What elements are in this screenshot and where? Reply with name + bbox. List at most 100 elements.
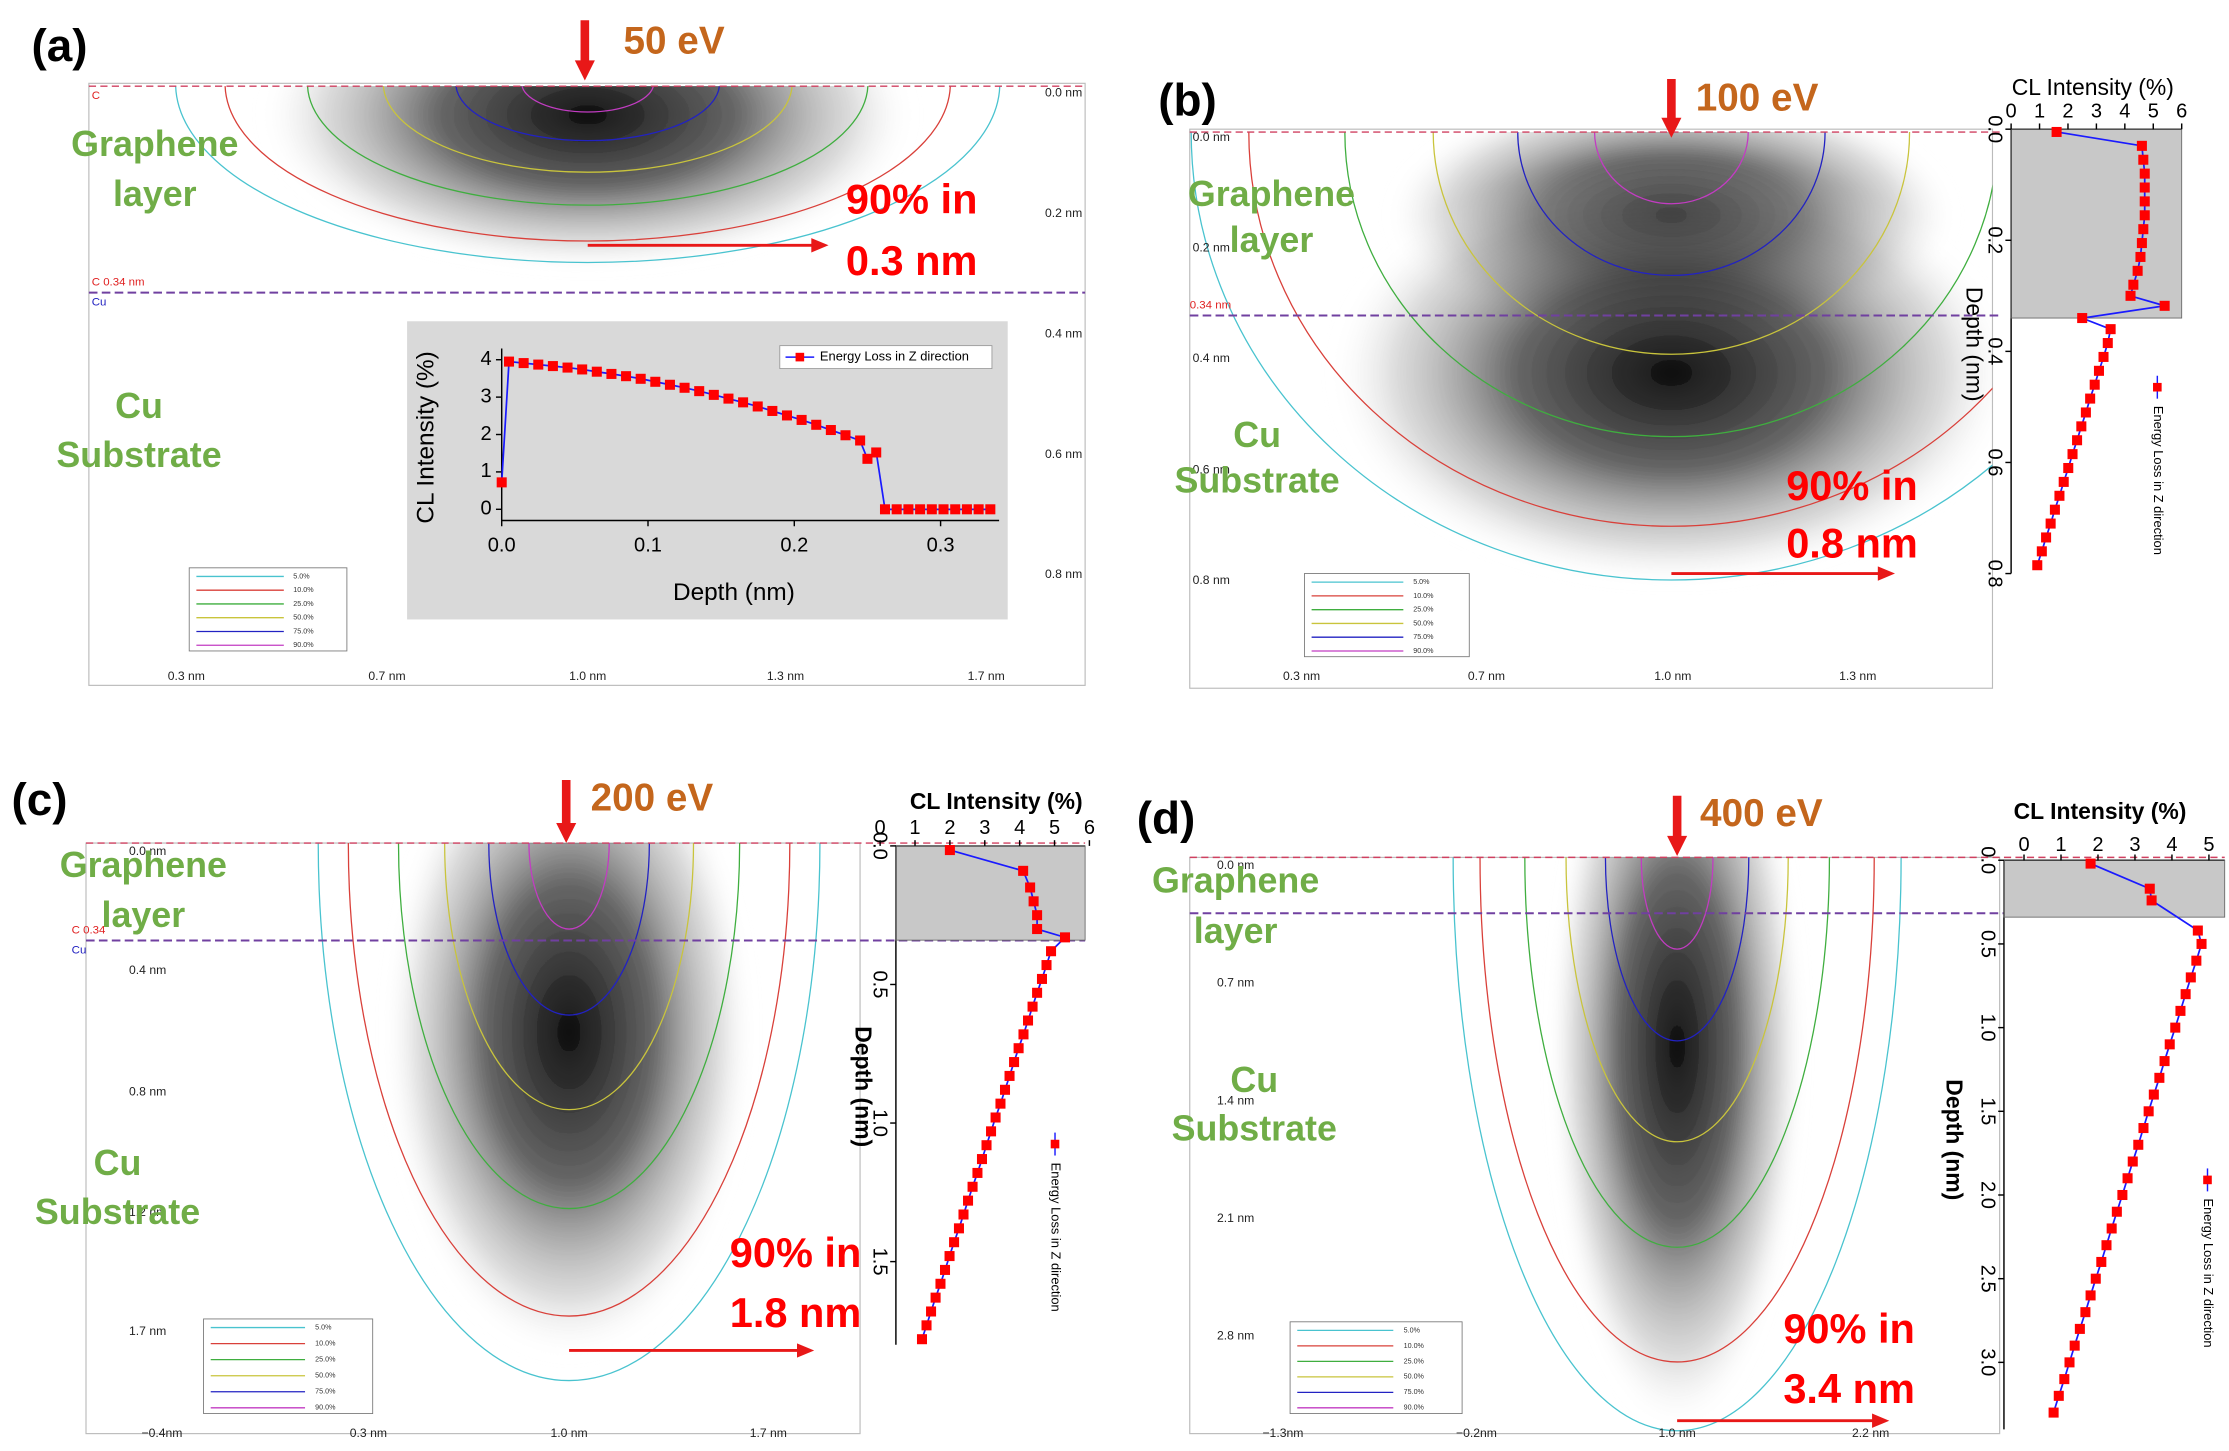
data-point <box>2049 504 2060 515</box>
depth-arrow-head <box>1877 566 1896 581</box>
legend-label: 75.0% <box>1404 1388 1425 1396</box>
intensity-axis-title: CL Intensity (%) <box>2012 74 2174 100</box>
legend-label: 90.0% <box>1404 1404 1425 1412</box>
layer-label: layer <box>1194 911 1278 951</box>
data-point <box>916 1334 928 1345</box>
x-tick-label: 1.3 nm <box>767 669 804 683</box>
data-point <box>938 504 949 515</box>
data-point <box>2185 972 2196 983</box>
intensity-tick-label: 4 <box>1014 817 1025 839</box>
data-point <box>2136 140 2147 151</box>
data-point <box>650 376 661 387</box>
x-tick-label: 0.3 nm <box>1283 669 1320 683</box>
y-tick-label: 0.8 nm <box>1193 573 1230 587</box>
interface-label: C 0.34 <box>72 925 106 937</box>
x-tick-label: 1.0 nm <box>1659 1426 1696 1440</box>
data-point <box>2159 300 2170 311</box>
intensity-tick-label: 6 <box>1084 817 1095 839</box>
contour <box>1452 857 1902 1432</box>
depth-axis-title: Depth (nm) <box>850 1026 876 1147</box>
data-point <box>2133 1139 2144 1150</box>
y-tick-label: 0.7 nm <box>1217 976 1254 990</box>
depth-tick-label: 0.5 <box>1976 930 1998 958</box>
layer-label: Cu <box>1233 415 1281 455</box>
layer-label: Cu <box>115 386 163 426</box>
depth-arrow-head <box>1872 1413 1890 1428</box>
y-tick-label: 3 <box>481 385 492 407</box>
inset-background <box>407 321 1008 620</box>
x-tick-label: 0.3 nm <box>350 1426 387 1440</box>
data-point <box>2135 251 2146 262</box>
legend-label: Energy Loss in Z direction <box>820 349 969 364</box>
data-point <box>862 453 873 464</box>
data-point <box>2041 532 2052 543</box>
layer-label: Substrate <box>1172 1109 1337 1149</box>
data-point <box>935 1278 946 1289</box>
data-point <box>2059 1374 2070 1385</box>
depth-tick-label: 0.6 <box>1984 449 2006 477</box>
legend-marker <box>2203 1175 2212 1185</box>
data-point <box>562 362 573 373</box>
data-point <box>939 1264 951 1275</box>
data-point <box>825 425 836 436</box>
contour <box>1604 857 1750 1042</box>
depth-tick-label: 0.0 <box>1984 115 2006 143</box>
data-point <box>2132 265 2143 276</box>
y-tick-label: 0.2 nm <box>1193 240 1230 254</box>
data-point <box>2136 238 2147 249</box>
data-point <box>2058 476 2069 487</box>
x-tick-label: 0.7 nm <box>1468 669 1505 683</box>
data-point <box>1004 1070 1015 1081</box>
data-point <box>2106 1223 2117 1234</box>
result-label: 90% in <box>1783 1305 1915 1352</box>
interface-label: C 0.34 nm <box>92 277 145 289</box>
result-label: 0.8 nm <box>1786 519 1918 566</box>
contour <box>382 86 793 173</box>
data-point <box>973 504 984 515</box>
y-tick-label: 0.8 nm <box>129 1085 166 1099</box>
y-tick-label: 0.4 nm <box>1045 326 1082 340</box>
axes <box>2003 859 2225 1430</box>
legend-label: 10.0% <box>315 1339 336 1347</box>
contour <box>224 86 951 242</box>
intensity-blob <box>258 86 918 273</box>
y-tick-label: 0 <box>481 498 492 520</box>
heatmap <box>1190 132 1993 588</box>
energy-label: 400 eV <box>1700 792 1823 835</box>
data-point <box>694 386 705 397</box>
intensity-tick-label: 5 <box>2148 100 2159 122</box>
data-point <box>972 1167 983 1178</box>
contour <box>1593 132 1749 205</box>
contour <box>1524 857 1831 1248</box>
data-point <box>2101 1240 2112 1251</box>
intensity-tick-label: 4 <box>2166 834 2177 856</box>
data-point <box>2139 182 2150 193</box>
data-point <box>811 419 822 430</box>
beam-arrow <box>1667 795 1688 856</box>
intensity-tick-label: 1 <box>2055 834 2066 856</box>
data-point <box>2138 224 2149 235</box>
depth-axis-title: Depth (nm) <box>1941 1079 1967 1200</box>
data-point <box>879 504 891 515</box>
data-point <box>995 1098 1006 1109</box>
intensity-tick-label: 2 <box>2092 834 2103 856</box>
depth-tick-label: 0.4 <box>1984 337 2006 365</box>
result-label: 90% in <box>846 175 978 222</box>
contour <box>1640 857 1714 950</box>
data-point <box>1041 960 1052 971</box>
legend-label: 75.0% <box>293 627 314 635</box>
legend-label: 50.0% <box>293 614 314 622</box>
data-point <box>926 504 937 515</box>
data-point <box>2180 989 2191 1000</box>
legend-label: 10.0% <box>293 586 314 594</box>
data-point <box>999 1084 1011 1095</box>
contour <box>455 86 721 142</box>
y-tick-label: 4 <box>481 348 492 370</box>
data-point <box>1032 924 1043 935</box>
y-tick-label: 2.1 nm <box>1217 1211 1254 1225</box>
intensity-tick-label: 0 <box>2006 100 2017 122</box>
data-point <box>1059 932 1071 943</box>
data-point <box>1018 1029 1029 1040</box>
y-tick-label: 1 <box>481 460 492 482</box>
